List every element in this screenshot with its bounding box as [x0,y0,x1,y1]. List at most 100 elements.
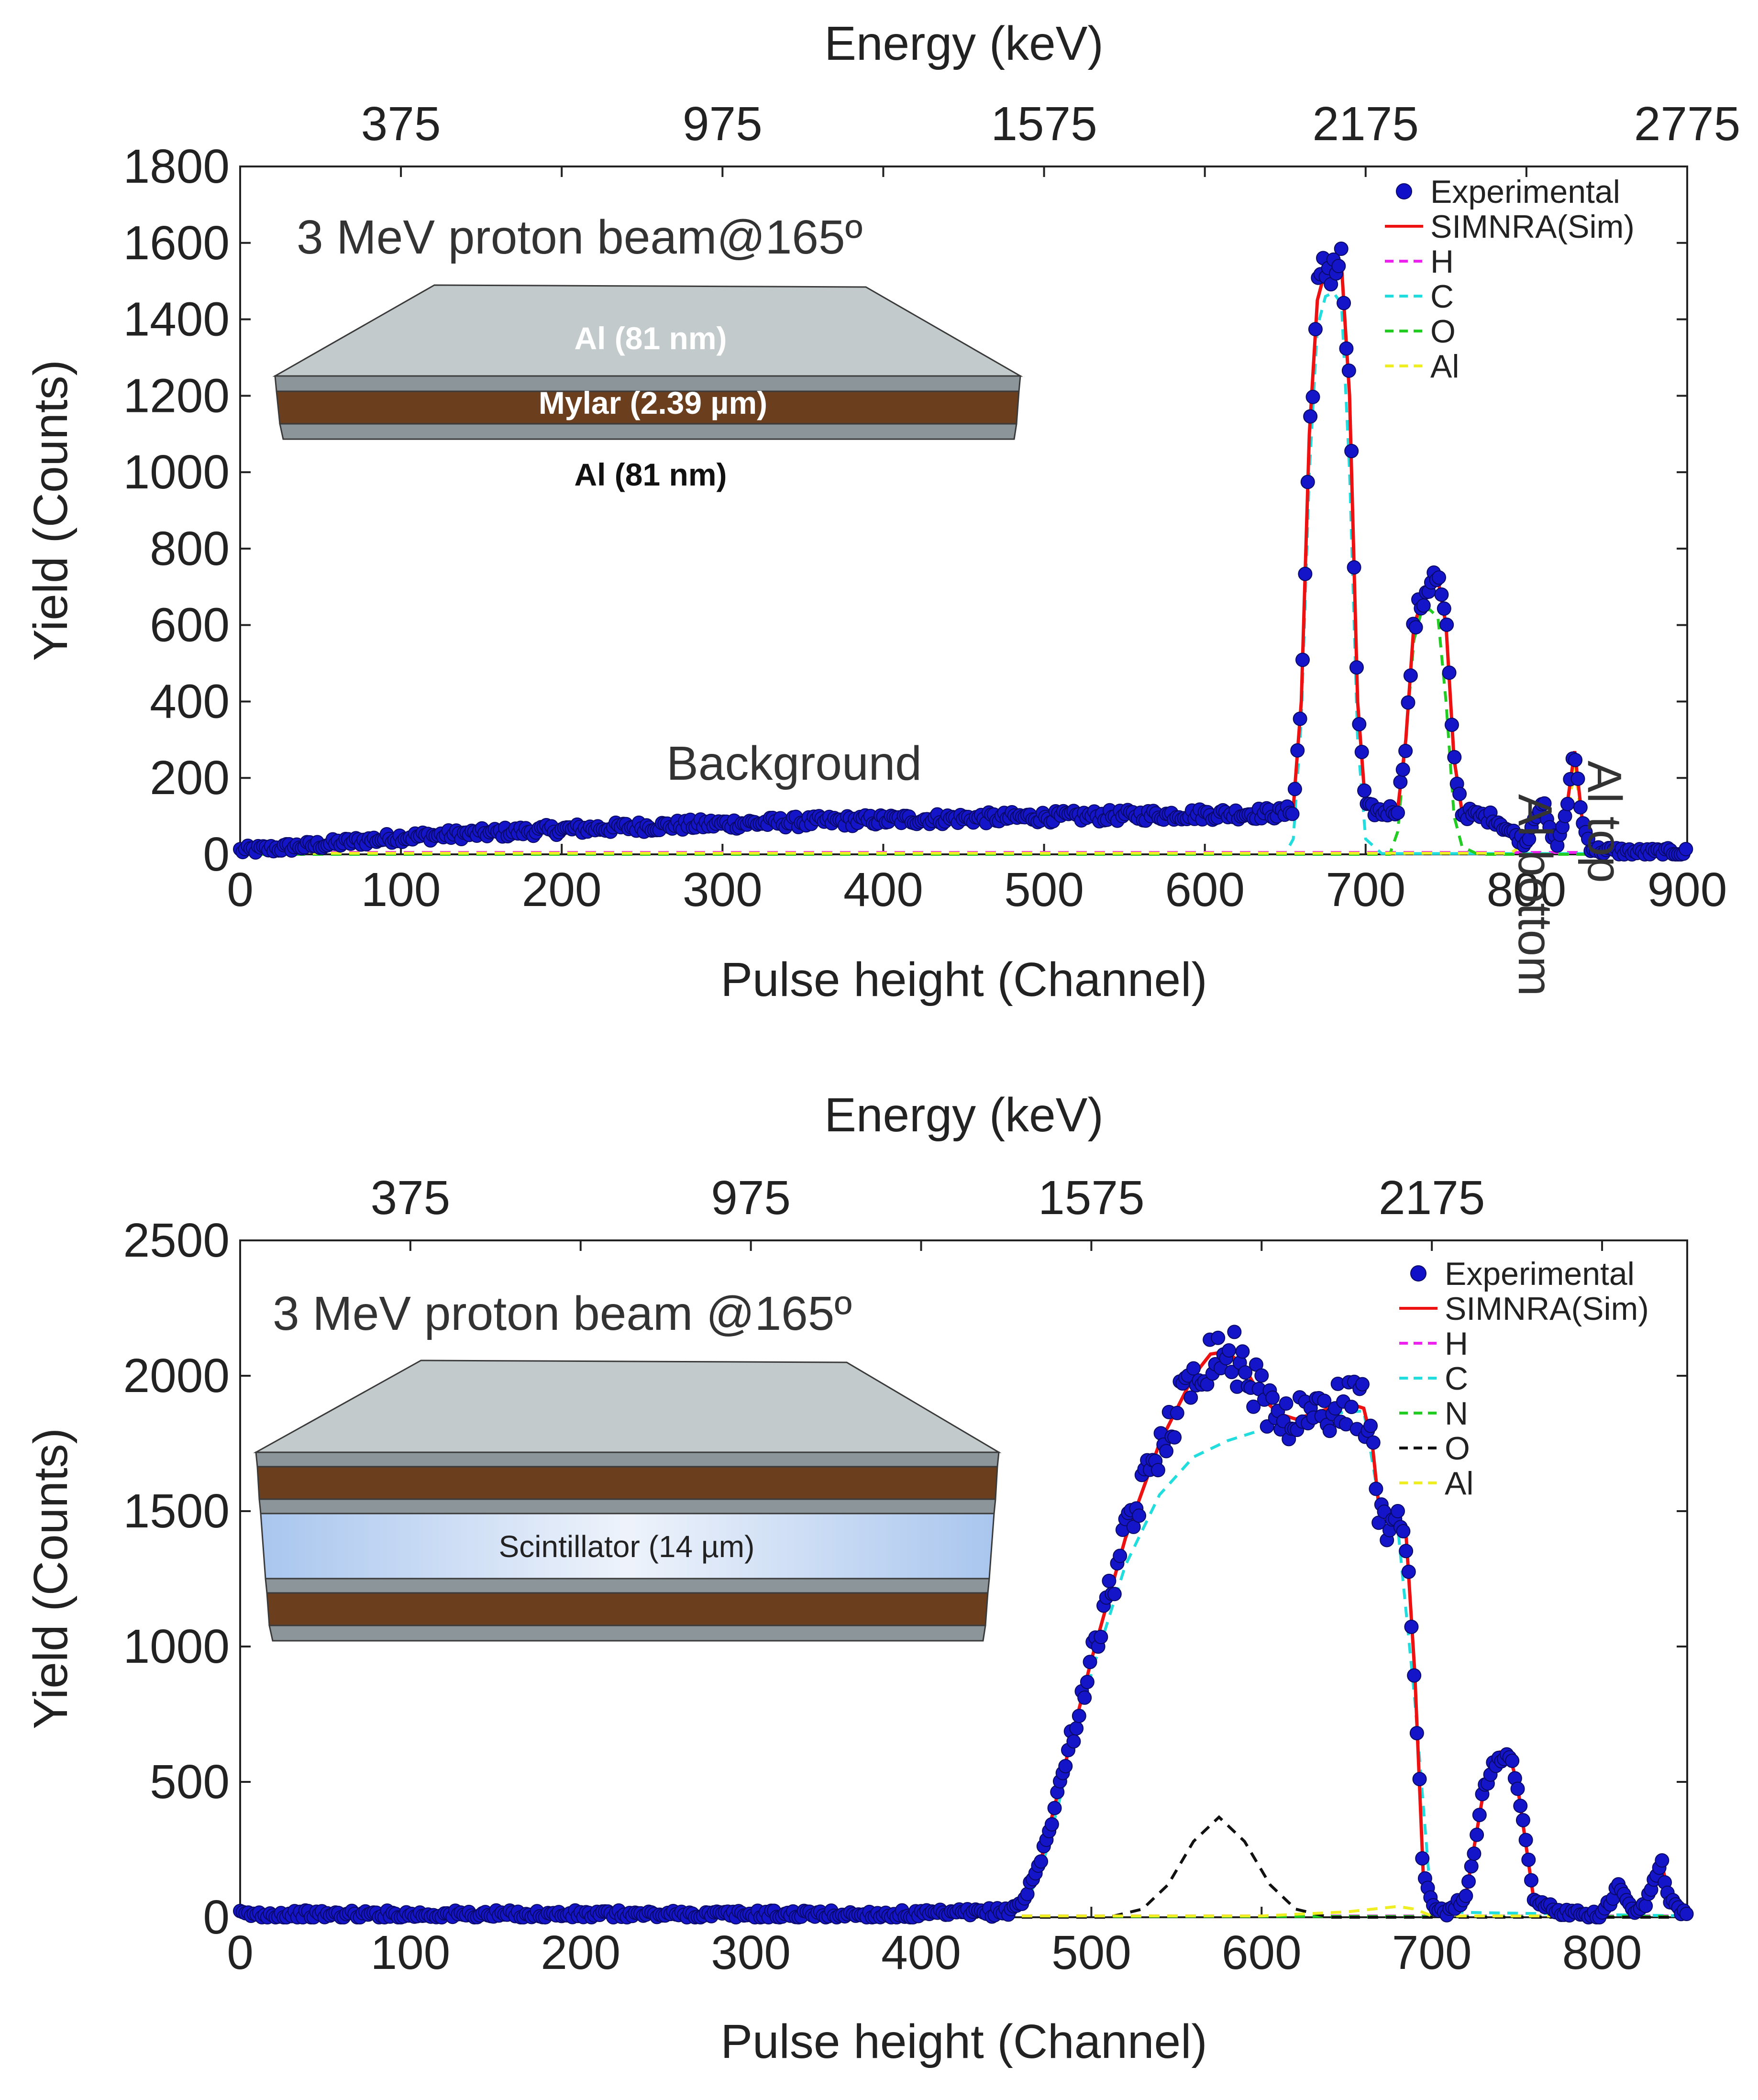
experimental-point [1344,1400,1359,1415]
experimental-point [1472,1808,1487,1823]
experimental-point [1355,1377,1370,1392]
y-tick-label: 0 [203,1890,230,1944]
experimental-point [1221,1343,1236,1358]
legend-entry: Al [1445,1465,1473,1502]
experimental-point [1211,1330,1226,1345]
experimental-point [1521,1852,1536,1867]
experimental-point [1337,296,1351,310]
experimental-point [1058,1759,1073,1774]
experimental-point [1290,743,1305,758]
y-tick-label: 1000 [123,445,230,499]
experimental-point [1077,1690,1092,1705]
experimental-point [1524,1873,1539,1888]
energy-tick-label: 2175 [1313,97,1419,151]
plot-frame [239,166,1688,855]
experimental-point [1227,1325,1242,1339]
experimental-point [1080,1675,1095,1690]
y-tick-label: 1000 [123,1620,230,1673]
experimental-point [1344,443,1359,458]
experimental-point [1322,1424,1337,1438]
experimental-point [1354,744,1369,759]
x-tick-label: 500 [1004,863,1084,917]
y-axis-ticks: 0 200 400 600 800 1000 1200 1400 1600 1800 [123,140,1687,881]
top-al-layer-edge [255,1451,1000,1468]
x-axis-ticks: 0 100 200 300 400 500 600 700 800 900 [227,166,1727,917]
x-tick-label: 100 [370,1926,450,1979]
experimental-point [1369,1481,1383,1496]
energy-tick-label: 375 [370,1171,450,1225]
experimental-point [1066,1734,1081,1749]
energy-axis-ticks: 375 975 1575 2175 [370,1171,1485,1225]
experimental-point [1459,1889,1473,1903]
experimental-point [1408,620,1423,635]
y-axis-label: Yield (Counts) [24,1428,77,1729]
energy-tick-label: 1575 [1038,1171,1144,1225]
energy-tick-label: 375 [361,97,441,151]
legend-entry: Experimental [1430,174,1620,210]
experimental-point [1102,1573,1117,1588]
experimental-point [1094,1630,1108,1645]
experimental-point [1407,1668,1422,1683]
inner-al-layer [258,1498,996,1514]
x-tick-label: 200 [522,863,602,917]
experimental-point [1044,1817,1059,1832]
experimental-point [1432,570,1447,585]
x-axis-ticks: 0 100 200 300 400 500 600 700 800 [227,1240,1642,1979]
experimental-point [1416,598,1431,613]
experimental-point [1113,1548,1128,1563]
bottom-al-layer [268,1625,986,1642]
experimental-point [1404,1619,1419,1634]
experimental-point [1470,1827,1484,1842]
experimental-point [1254,1368,1269,1383]
experimental-point [1452,786,1467,801]
experimental-point [1437,601,1451,616]
y-tick-label: 1800 [123,140,230,193]
x-tick-label: 900 [1647,863,1727,917]
y-tick-label: 800 [150,522,230,575]
y-tick-label: 600 [150,598,230,652]
experimental-point [1464,1859,1479,1874]
experimental-point [1444,718,1459,732]
x-tick-label: 400 [843,863,923,917]
x-tick-label: 200 [541,1926,620,1979]
legend-entry: O [1430,313,1456,350]
experimental-point [1331,259,1346,274]
beam-annotation: 3 MeV proton beam @165º [273,1287,852,1340]
layer-bottom-label: Al (81 nm) [574,457,727,492]
experimental-point [1399,1544,1414,1558]
experimental-point [1363,1418,1378,1433]
experimental-point [1366,1435,1381,1450]
al-bottom-layer [279,423,1017,440]
legend-entry: N [1445,1395,1468,1432]
legend-marker [1410,1265,1426,1282]
x-tick-label: 700 [1392,1926,1472,1979]
experimental-point [1467,1846,1482,1861]
experimental-point [1513,1799,1528,1813]
energy-tick-label: 975 [683,97,763,151]
experimental-point [1391,1503,1405,1518]
sample-diagram: Al (81 nm) Mylar (2.39 µm) Al (81 nm) [272,284,1023,492]
legend-entry: SIMNRA(Sim) [1430,209,1635,245]
experimental-point [1308,322,1323,337]
experimental-point [1352,717,1367,731]
beam-annotation: 3 MeV proton beam@165º [297,210,862,264]
x-tick-label: 600 [1222,1926,1302,1979]
experimental-point [1357,783,1372,798]
layer-mid-label: Mylar (2.39 µm) [539,385,767,420]
experimental-point [1518,1833,1533,1847]
experimental-point [1285,807,1300,821]
chart-bottom: 0 100 200 300 400 500 600 700 800 0 500 1000 1500 20… [24,1088,1694,2068]
experimental-point [1412,1772,1427,1787]
legend-entry: C [1445,1360,1468,1397]
experimental-point [1679,1906,1694,1921]
legend-entry: H [1430,243,1454,280]
experimental-point [1655,1853,1670,1868]
experimental-point [1083,1655,1097,1669]
y-tick-label: 400 [150,674,230,728]
bottom-mylar-layer [266,1592,989,1626]
chart-top: 0 100 200 300 400 500 600 700 800 900 0 200 400 600 8… [24,17,1740,1006]
experimental-point [1069,1721,1084,1736]
experimental-point [1349,660,1364,675]
legend-entry: SIMNRA(Sim) [1445,1291,1649,1327]
